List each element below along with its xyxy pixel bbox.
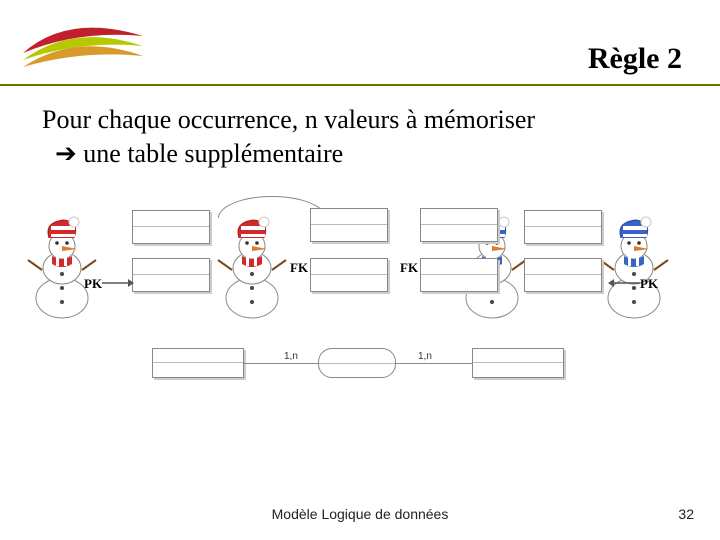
arrow-icon: ➔: [55, 138, 77, 168]
entity-box-bottom: [472, 348, 564, 378]
snowman-blue-2: [594, 216, 674, 321]
entity-box: [420, 258, 498, 292]
entity-box: [310, 258, 388, 292]
entity-box: [420, 208, 498, 242]
snowman-red-1: [22, 216, 102, 321]
entity-box: [524, 258, 602, 292]
body-line-1: Pour chaque occurrence, n valeurs à mémo…: [42, 105, 535, 134]
snowman-red-2: [212, 216, 292, 321]
pk-label: PK: [640, 276, 658, 292]
connector-line: [396, 363, 472, 364]
association-bubble: [318, 348, 396, 378]
diagram-area: PK FK FK PK 1,n 1,n: [22, 208, 682, 418]
entity-box-bottom: [152, 348, 244, 378]
entity-box: [132, 258, 210, 292]
footer-title: Modèle Logique de données: [0, 506, 720, 522]
fk-label: FK: [400, 260, 418, 276]
page-number: 32: [678, 506, 694, 522]
entity-box: [524, 210, 602, 244]
cardinality-label: 1,n: [418, 351, 432, 362]
slide-title: Règle 2: [588, 42, 682, 76]
fk-label: FK: [290, 260, 308, 276]
body-line-2: une table supplémentaire: [77, 139, 343, 168]
entity-box: [132, 210, 210, 244]
slide-logo: [18, 18, 148, 73]
pk-arrow-icon: [608, 274, 642, 292]
pk-arrow-icon: [100, 274, 134, 292]
slide-body: Pour chaque occurrence, n valeurs à mémo…: [42, 104, 535, 170]
entity-box: [310, 208, 388, 242]
cardinality-label: 1,n: [284, 351, 298, 362]
title-underline: [0, 84, 720, 86]
connector-line: [244, 363, 318, 364]
